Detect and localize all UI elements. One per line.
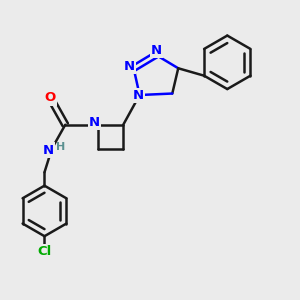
Text: O: O [45, 92, 56, 104]
Text: N: N [124, 60, 135, 73]
Text: N: N [43, 143, 54, 157]
Text: N: N [151, 44, 162, 57]
Text: H: H [56, 142, 65, 152]
Text: Cl: Cl [38, 244, 52, 258]
Text: N: N [89, 116, 100, 129]
Text: N: N [133, 89, 144, 102]
